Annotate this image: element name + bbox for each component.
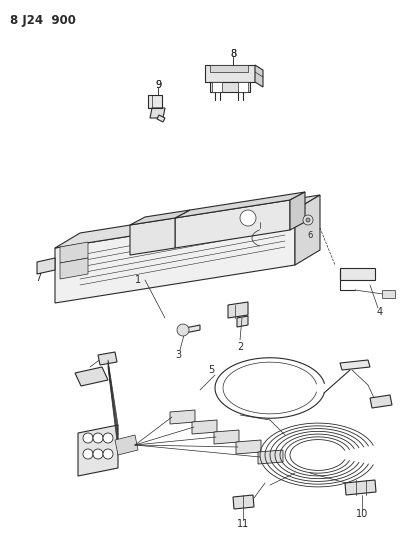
Polygon shape — [370, 395, 392, 408]
Text: 7: 7 — [35, 273, 41, 283]
Polygon shape — [236, 440, 261, 454]
Text: 2: 2 — [237, 342, 243, 352]
Text: 9: 9 — [155, 80, 161, 90]
Polygon shape — [55, 210, 295, 303]
Circle shape — [93, 433, 103, 443]
Polygon shape — [212, 82, 222, 92]
Text: 8: 8 — [230, 49, 236, 59]
Text: 11: 11 — [237, 519, 249, 529]
Polygon shape — [258, 450, 283, 464]
Polygon shape — [295, 195, 320, 265]
Polygon shape — [340, 360, 370, 370]
Text: 8: 8 — [230, 49, 236, 59]
Text: 10: 10 — [356, 509, 368, 519]
Polygon shape — [98, 352, 117, 365]
Circle shape — [303, 215, 313, 225]
Circle shape — [103, 449, 113, 459]
Polygon shape — [238, 82, 248, 92]
Circle shape — [240, 210, 256, 226]
Polygon shape — [148, 95, 162, 108]
Polygon shape — [175, 192, 305, 218]
Polygon shape — [210, 65, 248, 72]
Polygon shape — [185, 325, 200, 333]
Polygon shape — [290, 192, 305, 230]
Polygon shape — [205, 65, 255, 82]
Polygon shape — [255, 65, 263, 87]
Circle shape — [177, 324, 189, 336]
Polygon shape — [210, 82, 250, 92]
Polygon shape — [37, 258, 55, 274]
Polygon shape — [55, 195, 320, 248]
Polygon shape — [130, 210, 190, 225]
Polygon shape — [60, 242, 88, 263]
Polygon shape — [170, 410, 195, 424]
Text: 6: 6 — [307, 231, 313, 240]
Circle shape — [103, 433, 113, 443]
Polygon shape — [382, 290, 395, 298]
Polygon shape — [130, 218, 175, 255]
Polygon shape — [228, 302, 248, 318]
Polygon shape — [157, 115, 165, 122]
Polygon shape — [175, 200, 290, 248]
Text: 5: 5 — [208, 365, 214, 375]
Polygon shape — [150, 108, 165, 118]
Text: 9: 9 — [155, 80, 161, 90]
Polygon shape — [237, 316, 248, 327]
Polygon shape — [233, 495, 254, 509]
Polygon shape — [60, 258, 88, 279]
Polygon shape — [345, 480, 376, 495]
Text: 4: 4 — [377, 307, 383, 317]
Polygon shape — [75, 367, 108, 386]
Circle shape — [306, 218, 310, 222]
Polygon shape — [78, 425, 118, 476]
Polygon shape — [115, 435, 138, 455]
Polygon shape — [340, 268, 375, 280]
Circle shape — [83, 433, 93, 443]
Text: 3: 3 — [175, 350, 181, 360]
Text: 1: 1 — [135, 275, 141, 285]
Polygon shape — [214, 430, 239, 444]
Circle shape — [83, 449, 93, 459]
Circle shape — [93, 449, 103, 459]
Text: 8 J24  900: 8 J24 900 — [10, 14, 76, 27]
Polygon shape — [192, 420, 217, 434]
